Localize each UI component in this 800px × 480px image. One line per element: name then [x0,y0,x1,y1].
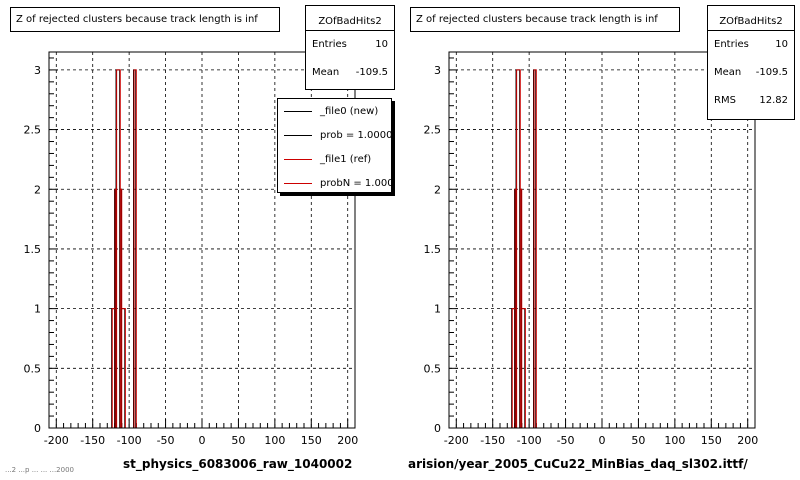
y-tick-label: 0.5 [424,362,442,375]
right-stats-label: RMS [714,95,736,106]
right-stats-name: ZOfBadHits2 [708,6,794,31]
legend-swatch [284,182,312,184]
x-tick-label: -200 [444,434,469,447]
x-tick-label: 0 [199,434,206,447]
x-tick-label: -100 [117,434,142,447]
legend-label: _file1 (ref) [320,153,372,165]
legend-label: _file0 (new) [320,105,379,117]
x-tick-label: 150 [301,434,322,447]
left-histogram-title: Z of rejected clusters because track len… [10,7,280,32]
x-tick-label: -150 [80,434,105,447]
series-ref-line [449,69,755,429]
legend-entry: probN = 1.000000 [278,171,391,192]
y-tick-label: 3 [434,64,441,77]
left-stats-label: Mean [312,67,340,78]
right-histogram-title: Z of rejected clusters because track len… [410,7,680,32]
x-tick-label: 0 [599,434,606,447]
right-stats-row: RMS 12.82 [708,87,794,115]
legend-label: probN = 1.000000 [320,177,391,189]
left-stats-box: ZOfBadHits2 Entries 10 Mean -109.5 [305,5,395,90]
right-stats-value: -109.5 [755,67,788,78]
x-tick-label: 50 [231,434,245,447]
legend-label: prob = 1.000000 [320,129,392,141]
plot-frame-border [48,51,356,429]
right-stats-value: 10 [775,39,788,50]
left-histogram-panel: -200 -150 -100 -50 0 50 100 150 200 0 0.5 1 1.5 2 2.5 3… [10,5,395,471]
x-tick-label: -100 [517,434,542,447]
y-tick-label: 1 [434,303,441,316]
legend-entry: _file0 (new) [278,99,391,123]
right-stats-label: Entries [714,39,749,50]
series-new-line [449,69,755,429]
left-stats-value: -109.5 [355,67,388,78]
right-stats-value: 12.82 [759,95,788,106]
series-ref-line [49,69,355,429]
x-tick-label: -200 [44,434,69,447]
series-new-line [49,69,355,429]
y-tick-label: 2 [34,183,41,196]
legend-swatch [284,134,312,136]
y-tick-label: 2 [434,183,441,196]
y-tick-label: 1 [34,303,41,316]
left-x-axis-label: st_physics_6083006_raw_1040002 [123,457,353,471]
legend-entry: _file1 (ref) [278,147,391,171]
left-stats-row: Mean -109.5 [306,59,394,87]
x-tick-label: 100 [664,434,685,447]
y-tick-label: 2.5 [424,124,442,137]
x-tick-label: 200 [337,434,358,447]
x-tick-label: 200 [737,434,758,447]
legend-swatch [284,110,312,112]
x-tick-label: -50 [157,434,175,447]
left-stats-row: Entries 10 [306,31,394,59]
right-x-axis-label: arision/year_2005_CuCu22_MinBias_daq_sl3… [408,457,748,471]
right-stats-box: ZOfBadHits2 Entries 10 Mean -109.5 RMS 1… [707,5,795,120]
y-tick-label: 1.5 [424,243,442,256]
right-stats-row: Mean -109.5 [708,59,794,87]
y-tick-label: 3 [34,64,41,77]
x-tick-label: -150 [480,434,505,447]
footer-text: ...2 ...p ... ... ...2000 [5,466,74,474]
y-tick-label: 0 [434,422,441,435]
plot-frame-border [448,51,756,429]
x-tick-label: 50 [631,434,645,447]
y-tick-label: 1.5 [24,243,42,256]
x-tick-label: 150 [701,434,722,447]
right-stats-row: Entries 10 [708,31,794,59]
y-tick-label: 2.5 [24,124,42,137]
x-tick-label: 100 [264,434,285,447]
left-stats-label: Entries [312,39,347,50]
x-tick-label: -50 [557,434,575,447]
left-stats-value: 10 [375,39,388,50]
right-stats-label: Mean [714,67,742,78]
left-legend: _file0 (new) prob = 1.000000 _file1 (ref… [277,98,392,193]
y-tick-label: 0 [34,422,41,435]
y-tick-label: 0.5 [24,362,42,375]
legend-entry: prob = 1.000000 [278,123,391,147]
legend-swatch [284,158,312,160]
left-stats-name: ZOfBadHits2 [306,6,394,31]
right-histogram-plot: -200 -150 -100 -50 0 50 100 150 200 0 0.5 1 1.5 2 2.5 3 [424,51,758,447]
right-histogram-panel: -200 -150 -100 -50 0 50 100 150 200 0 0.5 1 1.5 2 2.5 3… [400,0,800,480]
